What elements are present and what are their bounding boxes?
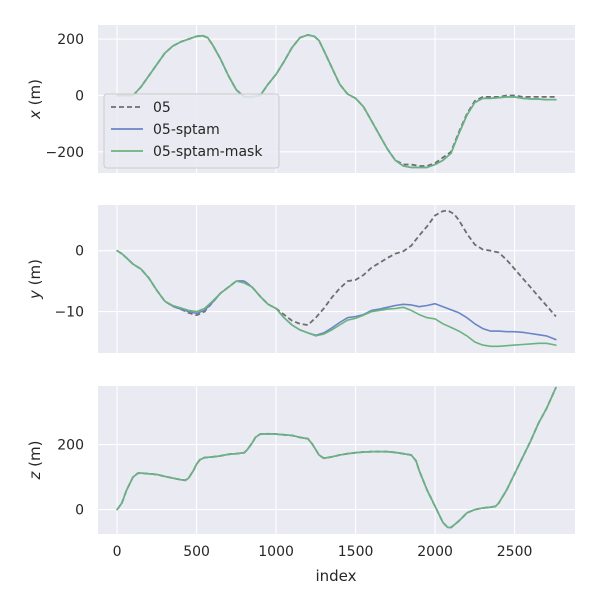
y-axis-variable-z: z [26,470,44,480]
y-tick-label-y-0: 0 [75,244,84,260]
y-axis-variable-x: x [26,110,44,120]
y-tick-label-z-0: 0 [75,503,84,519]
legend-label-05-sptam: 05-sptam [153,122,220,138]
x-tick-label-2000: 2000 [417,544,453,560]
legend-label-05: 05 [153,100,171,116]
subplot-y: −10 0 y (m) [26,205,575,353]
series-line-05-sptam-mask-x [116,34,557,169]
x-tick-label-500: 500 [183,544,210,560]
series-line-05-sptam-mask-y [116,249,557,348]
x-tick-label-0: 0 [113,544,122,560]
legend-box [103,93,280,169]
y-tick-label-z-200: 200 [57,438,84,454]
series-line-05-sptam-y [116,249,557,341]
x-tick-label-1500: 1500 [338,544,374,560]
subplot-z: 0 500 1000 1500 2000 2500 0 200 z (m) [26,386,575,560]
y-tick-label-x-0: 0 [75,88,84,104]
legend: 05 05-sptam 05-sptam-mask [103,93,280,169]
series-line-05-sptam-mask-z [116,386,557,529]
y-axis-label-x: x (m) [26,79,44,120]
plot-area-z [98,386,575,534]
y-axis-label-z: z (m) [26,441,44,481]
x-tick-label-2500: 2500 [497,544,533,560]
x-axis-label: index [315,567,356,585]
plot-area-y [98,205,575,353]
y-axis-variable-y: y [26,289,44,300]
subplot-panels: −200 0 200 x (m) 05 05-sptam 05-sptam-mask −10 0… [26,25,575,560]
y-axis-unit-y: (m) [26,259,44,290]
y-axis-unit-x: (m) [26,79,44,110]
x-tick-label-1000: 1000 [258,544,294,560]
y-axis-label-y: y (m) [26,259,44,300]
y-tick-label-y--10: −10 [54,305,84,321]
y-tick-label-x--200: −200 [46,145,84,161]
y-tick-label-x-200: 200 [57,32,84,48]
subplot-x: −200 0 200 x (m) 05 05-sptam 05-sptam-mask [26,25,575,173]
legend-label-05-sptam-mask: 05-sptam-mask [153,144,263,160]
y-axis-unit-z: (m) [26,441,44,472]
